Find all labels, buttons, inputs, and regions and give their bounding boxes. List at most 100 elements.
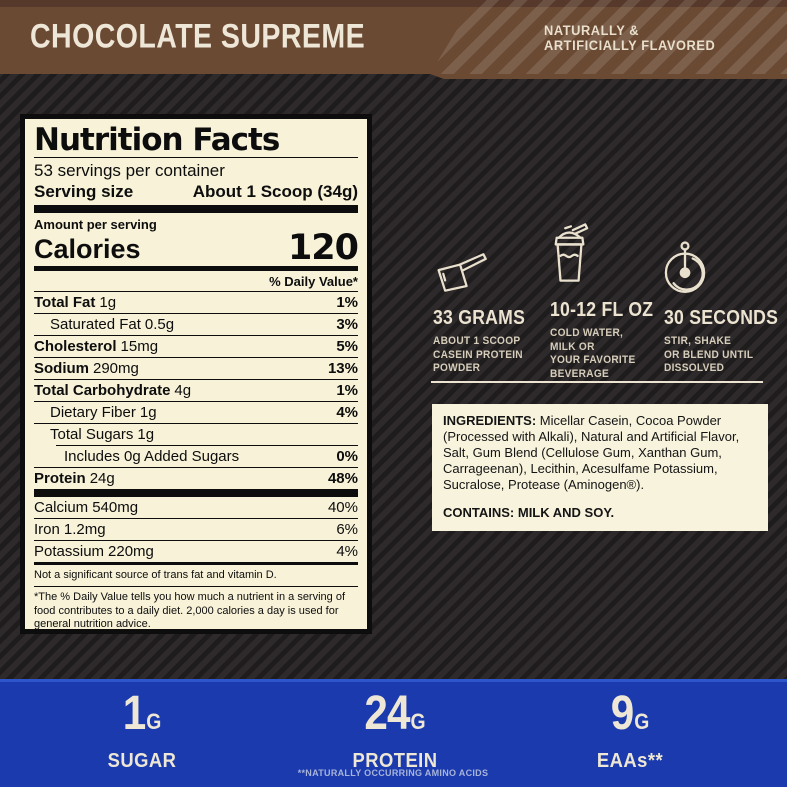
nutrient-name: Total Sugars bbox=[50, 426, 134, 443]
not-significant-note: Not a significant source of trans fat an… bbox=[34, 569, 277, 581]
stat-eaas: 9G EAAs** bbox=[535, 690, 725, 773]
nutrient-daily-value: 0% bbox=[336, 448, 358, 465]
nutrient-name: Total Fat bbox=[34, 294, 96, 311]
mineral-amount: 540mg bbox=[92, 499, 139, 516]
mineral-row-calcium: Calcium 540mg 40% bbox=[34, 497, 358, 518]
direction-detail: ABOUT 1 SCOOP CASEIN PROTEIN POWDER bbox=[433, 335, 523, 374]
protein-label: PROTEIN bbox=[352, 750, 438, 772]
stat-sugar: 1G SUGAR bbox=[47, 690, 237, 773]
thick-divider bbox=[34, 489, 358, 497]
shaker-bottle-icon bbox=[554, 223, 589, 282]
direction-detail: STIR, SHAKE OR BLEND UNTIL DISSOLVED bbox=[664, 335, 754, 374]
nutrient-row-sodium: Sodium 290mg 13% bbox=[34, 357, 358, 379]
eaas-label: EAAs** bbox=[596, 750, 664, 772]
stat-protein: 24G PROTEIN bbox=[300, 690, 490, 773]
flavor-descriptor-line1: NATURALLY & bbox=[544, 23, 640, 38]
nutrient-name: Sodium bbox=[34, 360, 89, 377]
mineral-amount: 1.2mg bbox=[63, 521, 106, 538]
direction-step-mix: 30 SECONDS STIR, SHAKE OR BLEND UNTIL DI… bbox=[664, 224, 779, 376]
ingredients-body: Micellar Casein, Cocoa Powder (Processed… bbox=[443, 413, 740, 492]
directions-ingredients-divider bbox=[431, 381, 763, 383]
mineral-name: Iron bbox=[34, 521, 60, 538]
allergen-statement: CONTAINS: MILK AND SOY. bbox=[443, 505, 615, 520]
header-band-extension bbox=[430, 74, 787, 79]
nutrient-row-dietary-fiber: Dietary Fiber 1g 4% bbox=[34, 401, 358, 423]
sugar-grams: 1 bbox=[122, 687, 146, 740]
mineral-rows: Calcium 540mg 40% Iron 1.2mg 6% Potassium 2… bbox=[34, 497, 358, 562]
nutrient-daily-value: 13% bbox=[327, 360, 358, 377]
nutrient-name: Includes 0g Added Sugars bbox=[64, 448, 240, 465]
nutrient-row-total-sugars: Total Sugars 1g bbox=[34, 423, 358, 445]
nutrient-daily-value: 4% bbox=[336, 404, 358, 421]
header-top-shadow bbox=[0, 0, 787, 7]
nutrient-daily-value: 3% bbox=[336, 316, 358, 333]
nutrient-name: Dietary Fiber bbox=[50, 404, 136, 421]
direction-heading: 30 SECONDS bbox=[664, 307, 779, 329]
servings-per-container: 53 servings per container bbox=[34, 161, 225, 180]
mineral-name: Potassium bbox=[34, 543, 105, 560]
protein-grams: 24 bbox=[364, 687, 410, 740]
header-diagonal-stripes bbox=[430, 0, 787, 74]
nutrient-name: Total Carbohydrate bbox=[34, 382, 171, 399]
nutrition-facts-panel: Nutrition Facts 53 servings per containe… bbox=[20, 114, 372, 634]
flavor-header-band: CHOCOLATE SUPREME NATURALLY & ARTIFICIAL… bbox=[0, 0, 787, 74]
sugar-unit: G bbox=[146, 709, 162, 734]
scoop-icon bbox=[437, 253, 487, 292]
nutrient-amount: 24g bbox=[89, 470, 115, 487]
medium-divider bbox=[34, 562, 358, 565]
nutrient-amount: 1g bbox=[99, 294, 117, 311]
mineral-daily-value: 6% bbox=[336, 521, 358, 538]
flavor-descriptor-line2: ARTIFICIALLY FLAVORED bbox=[544, 38, 716, 53]
flavor-descriptor: NATURALLY & ARTIFICIALLY FLAVORED bbox=[544, 23, 715, 53]
calories-row: Calories 120 bbox=[34, 228, 359, 268]
mineral-daily-value: 4% bbox=[336, 543, 358, 560]
protein-unit: G bbox=[410, 709, 426, 734]
direction-heading: 10-12 FL OZ bbox=[550, 299, 654, 321]
mineral-row-iron: Iron 1.2mg 6% bbox=[34, 518, 358, 540]
nutrient-row-protein: Protein 24g 48% bbox=[34, 467, 358, 489]
serving-size-label: Serving size bbox=[34, 182, 134, 201]
nutrient-name: Saturated Fat bbox=[50, 316, 141, 333]
nutrient-row-saturated-fat: Saturated Fat 0.5g 3% bbox=[34, 313, 358, 335]
daily-value-footnote: *The % Daily Value tells you how much a … bbox=[34, 591, 346, 630]
nutrition-facts-title: Nutrition Facts bbox=[34, 122, 280, 158]
nutrient-daily-value: 1% bbox=[336, 294, 358, 311]
nutrient-amount: 1g bbox=[137, 426, 155, 443]
nutrient-daily-value: 1% bbox=[336, 382, 358, 399]
macro-stats-band: 1G SUGAR 24G PROTEIN 9G EAAs** **NATURAL… bbox=[0, 679, 787, 787]
direction-heading: 33 GRAMS bbox=[433, 307, 526, 329]
nutrient-row-total-carbohydrate: Total Carbohydrate 4g 1% bbox=[34, 379, 358, 401]
nutrient-daily-value: 48% bbox=[327, 470, 358, 487]
nutrient-name: Protein bbox=[34, 470, 86, 487]
nutrient-amount: 4g bbox=[174, 382, 192, 399]
sugar-label: SUGAR bbox=[107, 750, 177, 772]
thick-divider bbox=[34, 205, 358, 213]
nutrient-row-cholesterol: Cholesterol 15mg 5% bbox=[34, 335, 358, 357]
ingredients-box: INGREDIENTS: Micellar Casein, Cocoa Powd… bbox=[432, 404, 768, 531]
nutrient-amount: 0.5g bbox=[144, 316, 175, 333]
nutrient-rows: Total Fat 1g 1% Saturated Fat 0.5g 3% Chol… bbox=[34, 292, 358, 489]
nutrient-name: Cholesterol bbox=[34, 338, 117, 355]
calories-value: 120 bbox=[287, 228, 359, 268]
eaa-footnote: **NATURALLY OCCURRING AMINO ACIDS bbox=[297, 768, 489, 778]
calories-label: Calories bbox=[34, 234, 141, 264]
direction-step-scoop: 33 GRAMS ABOUT 1 SCOOP CASEIN PROTEIN PO… bbox=[433, 224, 553, 376]
daily-value-header: % Daily Value* bbox=[34, 271, 358, 292]
ingredients-text: INGREDIENTS: Micellar Casein, Cocoa Powd… bbox=[443, 413, 757, 493]
product-flavor-title: CHOCOLATE SUPREME bbox=[30, 17, 366, 56]
timer-icon bbox=[664, 241, 706, 293]
direction-step-liquid: 10-12 FL OZ COLD WATER, MILK OR YOUR FAV… bbox=[550, 216, 664, 381]
medium-divider bbox=[34, 266, 358, 271]
direction-detail: COLD WATER, MILK OR YOUR FAVORITE BEVERA… bbox=[550, 327, 636, 380]
serving-size-value: About 1 Scoop (34g) bbox=[192, 182, 358, 201]
mineral-row-potassium: Potassium 220mg 4% bbox=[34, 540, 358, 562]
nutrient-row-added-sugars: Includes 0g Added Sugars 0% bbox=[56, 445, 358, 467]
nutrient-amount: 1g bbox=[139, 404, 157, 421]
amount-per-serving-label: Amount per serving bbox=[34, 217, 157, 232]
mineral-amount: 220mg bbox=[108, 543, 154, 560]
mineral-name: Calcium bbox=[34, 499, 89, 516]
nutrient-daily-value: 5% bbox=[336, 338, 358, 355]
nutrient-amount: 15mg bbox=[120, 338, 159, 355]
divider bbox=[34, 157, 358, 158]
serving-size-row: Serving size About 1 Scoop (34g) bbox=[34, 181, 358, 205]
